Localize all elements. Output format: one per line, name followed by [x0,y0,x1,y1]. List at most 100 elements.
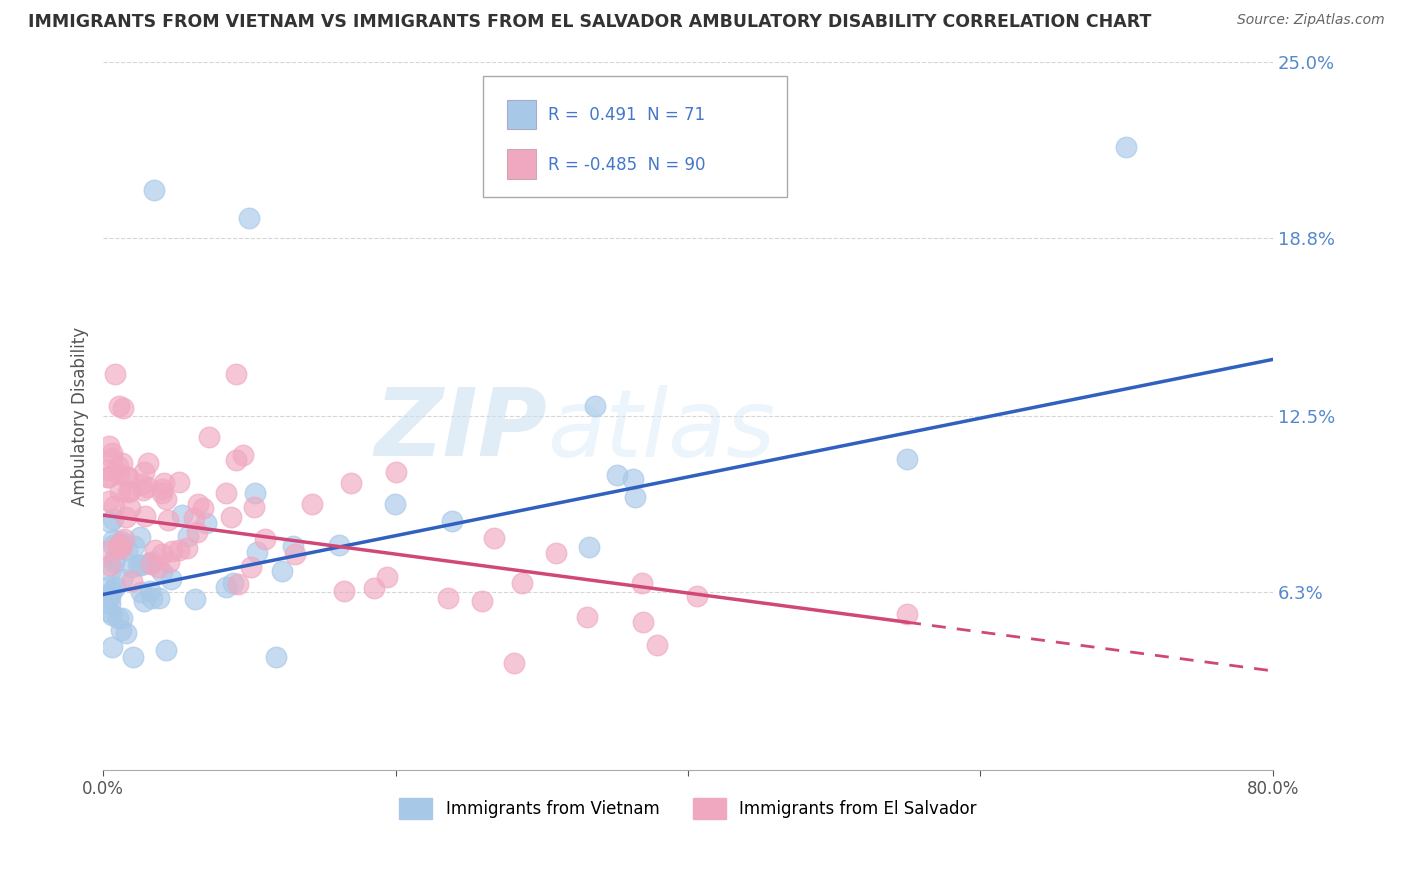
Point [108,467,131,481]
Point [110,534,132,549]
Point [176,529,198,543]
Point [186,525,208,540]
Point [328,538,350,552]
Point [107,610,129,624]
Point [583,399,606,413]
Point [97,494,120,508]
Point [623,490,645,504]
Point [225,367,247,381]
Point [238,211,260,225]
Point [132,465,155,479]
Point [115,625,138,640]
Point [243,500,266,514]
FancyBboxPatch shape [484,77,787,196]
Point [215,580,238,594]
Point [139,557,162,571]
Point [131,476,153,491]
Point [101,607,124,622]
Point [108,483,131,498]
Text: R = -0.485  N = 90: R = -0.485 N = 90 [547,156,704,174]
Point [150,548,173,562]
Point [160,544,183,558]
Point [117,470,139,484]
Point [385,465,408,479]
Point [503,656,526,670]
Point [253,533,276,547]
Point [121,649,143,664]
Point [110,541,132,555]
Point [96,462,118,476]
Point [107,459,129,474]
Point [510,575,533,590]
Point [97,439,120,453]
Point [157,513,180,527]
Y-axis label: Ambulatory Disability: Ambulatory Disability [72,326,89,506]
Point [155,492,177,507]
Point [96,470,118,484]
Point [112,533,135,547]
Point [159,572,181,586]
Point [129,585,152,599]
Point [127,558,149,572]
Point [896,607,918,622]
Point [221,576,243,591]
Point [215,486,238,500]
Point [103,499,125,513]
Point [363,582,385,596]
Point [101,640,124,655]
Point [139,583,162,598]
Point [121,559,143,574]
Point [100,587,122,601]
Point [139,555,162,569]
Legend: Immigrants from Vietnam, Immigrants from El Salvador: Immigrants from Vietnam, Immigrants from… [392,792,984,825]
Point [148,591,170,605]
Point [145,542,167,557]
Point [575,609,598,624]
Point [117,485,139,500]
Point [100,564,122,578]
Point [169,543,191,558]
Point [114,509,136,524]
Point [111,456,134,470]
Point [264,649,287,664]
Point [129,558,152,573]
Point [225,453,247,467]
Point [111,401,134,415]
Point [482,532,505,546]
Point [578,540,600,554]
Point [155,643,177,657]
Point [546,546,568,560]
Point [103,580,125,594]
Point [104,550,127,565]
Point [271,564,294,578]
Point [1115,140,1137,154]
Point [170,508,193,522]
Point [631,615,654,630]
Point [471,594,494,608]
Point [100,605,122,619]
Point [245,486,267,500]
Point [139,556,162,570]
Text: atlas: atlas [547,384,776,475]
Point [150,485,173,500]
Point [150,483,173,497]
Point [645,638,668,652]
Point [437,591,460,605]
Point [219,510,242,524]
Point [896,451,918,466]
Point [183,591,205,606]
Point [121,574,143,588]
Point [284,547,307,561]
Point [100,597,122,611]
Point [246,545,269,559]
Point [333,584,356,599]
Point [621,472,644,486]
Text: IMMIGRANTS FROM VIETNAM VS IMMIGRANTS FROM EL SALVADOR AMBULATORY DISABILITY COR: IMMIGRANTS FROM VIETNAM VS IMMIGRANTS FR… [28,13,1152,31]
Point [375,569,398,583]
Point [143,183,166,197]
Point [195,516,218,530]
Point [103,555,125,569]
Point [134,509,156,524]
Point [111,611,134,625]
Point [239,559,262,574]
